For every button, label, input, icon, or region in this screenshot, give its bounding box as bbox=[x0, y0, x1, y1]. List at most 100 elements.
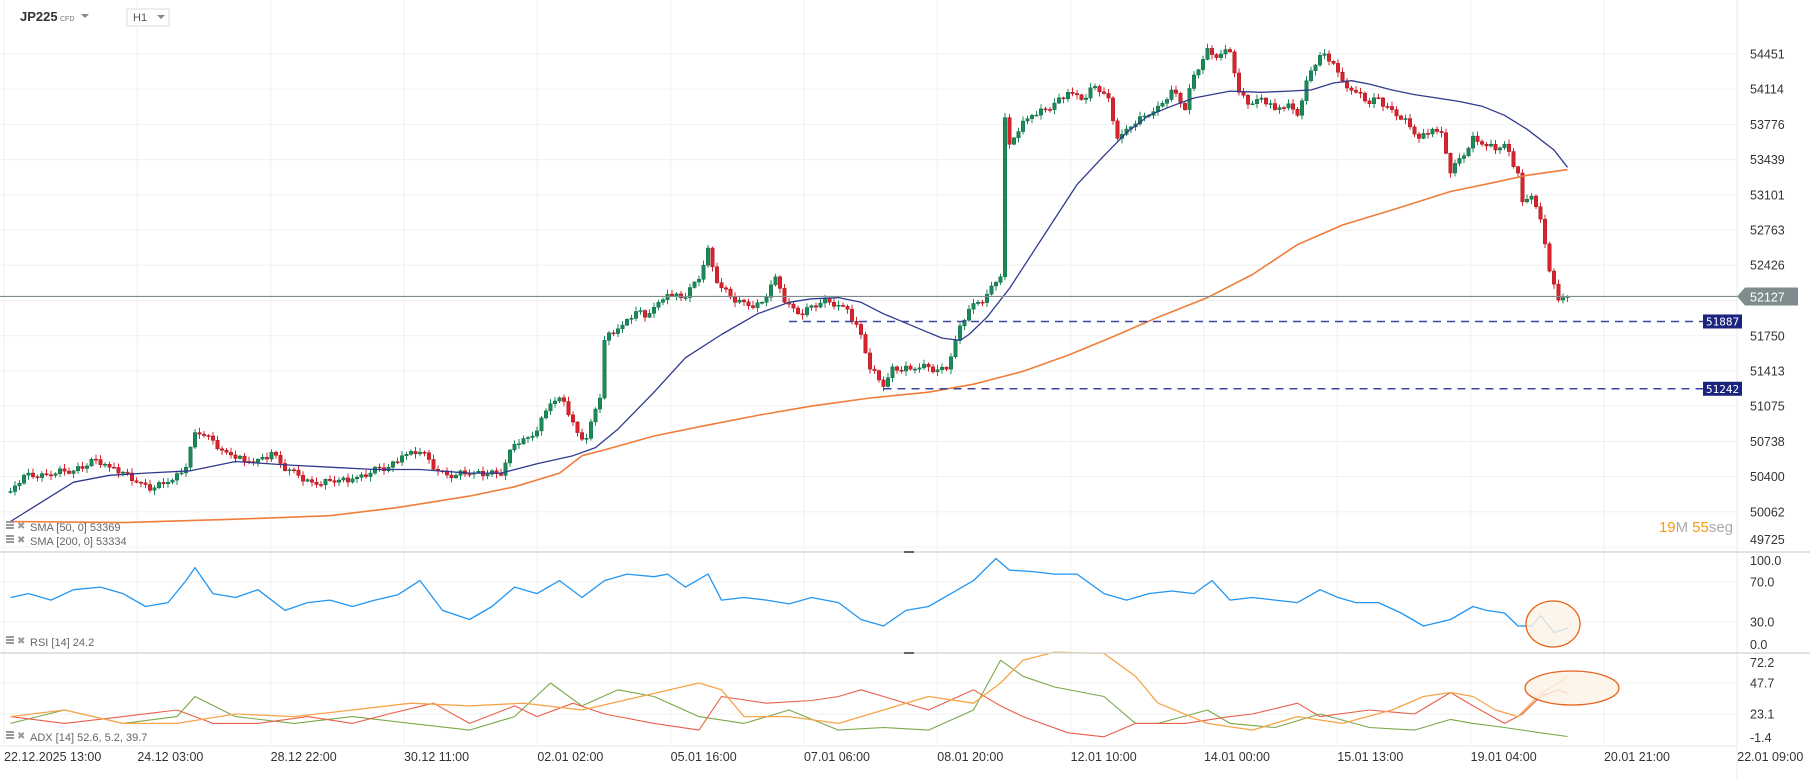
candle[interactable] bbox=[1376, 93, 1381, 100]
candle[interactable] bbox=[422, 450, 427, 457]
candle[interactable] bbox=[926, 362, 931, 372]
candle[interactable] bbox=[1511, 147, 1516, 169]
candle[interactable] bbox=[1471, 131, 1475, 153]
candle[interactable] bbox=[1246, 93, 1250, 109]
candle[interactable] bbox=[1106, 88, 1111, 103]
candle[interactable] bbox=[139, 481, 143, 488]
price-pane[interactable] bbox=[0, 43, 1737, 524]
candle[interactable] bbox=[1264, 97, 1268, 107]
candle[interactable] bbox=[670, 289, 674, 297]
candle[interactable] bbox=[1259, 94, 1264, 103]
candle[interactable] bbox=[1520, 169, 1525, 206]
candle[interactable] bbox=[454, 472, 458, 479]
candle[interactable] bbox=[1552, 268, 1556, 289]
candle[interactable] bbox=[1219, 49, 1223, 61]
candle[interactable] bbox=[26, 468, 31, 480]
candle[interactable] bbox=[895, 365, 899, 374]
candle[interactable] bbox=[269, 449, 274, 462]
candle[interactable] bbox=[152, 485, 157, 496]
candle[interactable] bbox=[1561, 293, 1565, 304]
candle[interactable] bbox=[814, 302, 818, 312]
candle[interactable] bbox=[431, 454, 436, 471]
candle[interactable] bbox=[1160, 100, 1165, 108]
remove-icon[interactable]: ✖ bbox=[17, 731, 25, 742]
remove-icon[interactable]: ✖ bbox=[17, 636, 25, 647]
candle[interactable] bbox=[341, 476, 346, 483]
candle[interactable] bbox=[791, 301, 796, 313]
candle[interactable] bbox=[98, 455, 103, 468]
candle[interactable] bbox=[1349, 86, 1354, 95]
candle[interactable] bbox=[796, 305, 800, 316]
candle[interactable] bbox=[166, 477, 170, 488]
timeframe-value[interactable]: H1 bbox=[133, 12, 147, 24]
candle[interactable] bbox=[593, 407, 598, 426]
candle[interactable] bbox=[859, 322, 863, 340]
candle[interactable] bbox=[580, 428, 584, 441]
candle[interactable] bbox=[107, 461, 112, 472]
settings-menu-icon[interactable] bbox=[6, 521, 14, 529]
candle[interactable] bbox=[589, 419, 593, 441]
candle[interactable] bbox=[1543, 214, 1547, 249]
candle[interactable] bbox=[215, 435, 220, 451]
candle[interactable] bbox=[1502, 141, 1507, 150]
candle[interactable] bbox=[863, 331, 868, 354]
candle[interactable] bbox=[314, 477, 319, 488]
candle[interactable] bbox=[521, 435, 526, 446]
candle[interactable] bbox=[1534, 194, 1538, 210]
candle[interactable] bbox=[1210, 45, 1214, 60]
candle[interactable] bbox=[463, 466, 467, 477]
candle[interactable] bbox=[710, 246, 715, 272]
candle[interactable] bbox=[368, 469, 373, 482]
candle[interactable] bbox=[611, 330, 616, 337]
candle[interactable] bbox=[890, 363, 895, 383]
candle[interactable] bbox=[373, 465, 377, 475]
candle[interactable] bbox=[512, 440, 517, 453]
candle[interactable] bbox=[1016, 127, 1021, 143]
candle[interactable] bbox=[220, 446, 224, 455]
candle[interactable] bbox=[8, 487, 13, 494]
candle[interactable] bbox=[1291, 99, 1295, 115]
resize-handle[interactable] bbox=[904, 652, 914, 654]
candle[interactable] bbox=[1354, 85, 1358, 94]
candle[interactable] bbox=[1007, 113, 1012, 149]
candle[interactable] bbox=[116, 463, 121, 478]
candle[interactable] bbox=[323, 478, 328, 490]
candle[interactable] bbox=[364, 470, 368, 479]
remove-icon[interactable]: ✖ bbox=[17, 521, 25, 532]
candle[interactable] bbox=[1115, 118, 1120, 141]
candle[interactable] bbox=[1061, 96, 1066, 104]
candle[interactable] bbox=[643, 309, 647, 322]
candle[interactable] bbox=[40, 471, 44, 482]
candle[interactable] bbox=[652, 302, 656, 318]
candle[interactable] bbox=[1169, 85, 1174, 102]
candle[interactable] bbox=[13, 481, 17, 496]
candle[interactable] bbox=[1273, 98, 1277, 111]
candle[interactable] bbox=[1336, 59, 1340, 78]
candle[interactable] bbox=[1295, 107, 1300, 117]
candle[interactable] bbox=[967, 304, 971, 322]
candle[interactable] bbox=[260, 453, 265, 461]
candle[interactable] bbox=[832, 298, 836, 310]
candle[interactable] bbox=[1034, 110, 1039, 117]
candle[interactable] bbox=[598, 393, 602, 414]
candle[interactable] bbox=[1192, 71, 1196, 92]
candle[interactable] bbox=[899, 366, 904, 374]
candle[interactable] bbox=[1025, 115, 1030, 125]
candle[interactable] bbox=[724, 285, 728, 293]
candle[interactable] bbox=[1408, 113, 1412, 130]
candle[interactable] bbox=[733, 292, 737, 308]
candle[interactable] bbox=[278, 451, 283, 468]
candle[interactable] bbox=[746, 298, 751, 310]
candle[interactable] bbox=[1403, 114, 1408, 125]
candle[interactable] bbox=[89, 457, 94, 467]
candle[interactable] bbox=[1039, 104, 1043, 120]
candle[interactable] bbox=[1462, 152, 1466, 164]
candle[interactable] bbox=[715, 262, 719, 285]
candle[interactable] bbox=[193, 428, 197, 449]
candle[interactable] bbox=[656, 299, 661, 311]
candle[interactable] bbox=[508, 449, 512, 467]
candle[interactable] bbox=[688, 283, 692, 303]
candle[interactable] bbox=[418, 447, 422, 457]
candle[interactable] bbox=[949, 353, 953, 374]
